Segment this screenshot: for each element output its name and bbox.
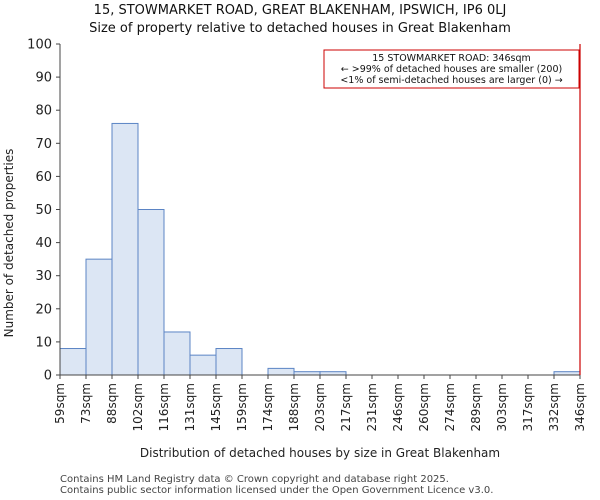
y-tick-label: 10: [35, 335, 52, 350]
y-tick-label: 70: [35, 137, 52, 152]
x-axis-label: Distribution of detached houses by size …: [140, 446, 500, 460]
footer-copyright: Contains HM Land Registry data © Crown c…: [60, 474, 449, 485]
y-tick-label: 30: [35, 269, 52, 284]
x-tick-label: 260sqm: [417, 383, 431, 431]
annotation-line: <1% of semi-detached houses are larger (…: [340, 75, 562, 86]
annotation-line: ← >99% of detached houses are smaller (2…: [341, 64, 562, 75]
chart-title: 15, STOWMARKET ROAD, GREAT BLAKENHAM, IP…: [93, 3, 507, 18]
annotation-group: 15 STOWMARKET ROAD: 346sqm← >99% of deta…: [323, 49, 580, 89]
x-tick-label: 116sqm: [157, 383, 171, 431]
bar-102sqm: [137, 209, 165, 376]
x-tick-label: 231sqm: [365, 383, 379, 431]
bar-73sqm: [85, 258, 113, 376]
bar-116sqm: [163, 331, 191, 376]
x-tick-label: 303sqm: [495, 383, 509, 431]
x-tick-label: 188sqm: [287, 383, 301, 431]
x-tick-label: 246sqm: [391, 383, 405, 431]
x-ticks-group: 59sqm 73sqm 88sqm 102sqm 116sqm 131sqm 145sqm 1…: [53, 375, 587, 431]
y-tick-label: 0: [44, 369, 52, 384]
y-tick-label: 20: [35, 302, 52, 317]
bar-59sqm: [59, 348, 87, 376]
bar-131sqm: [189, 354, 217, 376]
x-tick-label: 145sqm: [209, 383, 223, 431]
bar-88sqm: [111, 122, 139, 376]
x-tick-label: 102sqm: [131, 383, 145, 431]
annotation-line: 15 STOWMARKET ROAD: 346sqm: [372, 53, 530, 64]
y-tick-label: 50: [35, 203, 52, 218]
x-tick-label: 274sqm: [443, 383, 457, 431]
x-tick-label: 73sqm: [79, 383, 93, 424]
y-tick-label: 40: [35, 236, 52, 251]
bars-group: [59, 122, 581, 376]
x-tick-label: 59sqm: [53, 383, 67, 424]
x-tick-label: 174sqm: [261, 383, 275, 431]
y-ticks-group: 0 10 20 30 40 50 60 70 80 90 100: [27, 38, 60, 384]
x-tick-label: 88sqm: [105, 383, 119, 424]
x-tick-label: 217sqm: [339, 383, 353, 431]
y-tick-label: 90: [35, 71, 52, 86]
x-tick-label: 317sqm: [521, 383, 535, 431]
annotation-box: [323, 49, 580, 89]
y-tick-label: 100: [27, 38, 52, 53]
bar-145sqm: [215, 348, 243, 376]
x-tick-label: 203sqm: [313, 383, 327, 431]
x-tick-label: 131sqm: [183, 383, 197, 431]
x-tick-label: 346sqm: [573, 383, 587, 431]
y-tick-label: 60: [35, 170, 52, 185]
y-axis-label: Number of detached properties: [2, 149, 16, 338]
x-tick-label: 159sqm: [235, 383, 249, 431]
bar-174sqm: [267, 367, 295, 376]
y-tick-label: 80: [35, 104, 52, 119]
x-tick-label: 289sqm: [469, 383, 483, 431]
chart-subtitle: Size of property relative to detached ho…: [89, 21, 511, 36]
footer-licence: Contains public sector information licen…: [60, 485, 494, 496]
x-tick-label: 332sqm: [547, 383, 561, 431]
